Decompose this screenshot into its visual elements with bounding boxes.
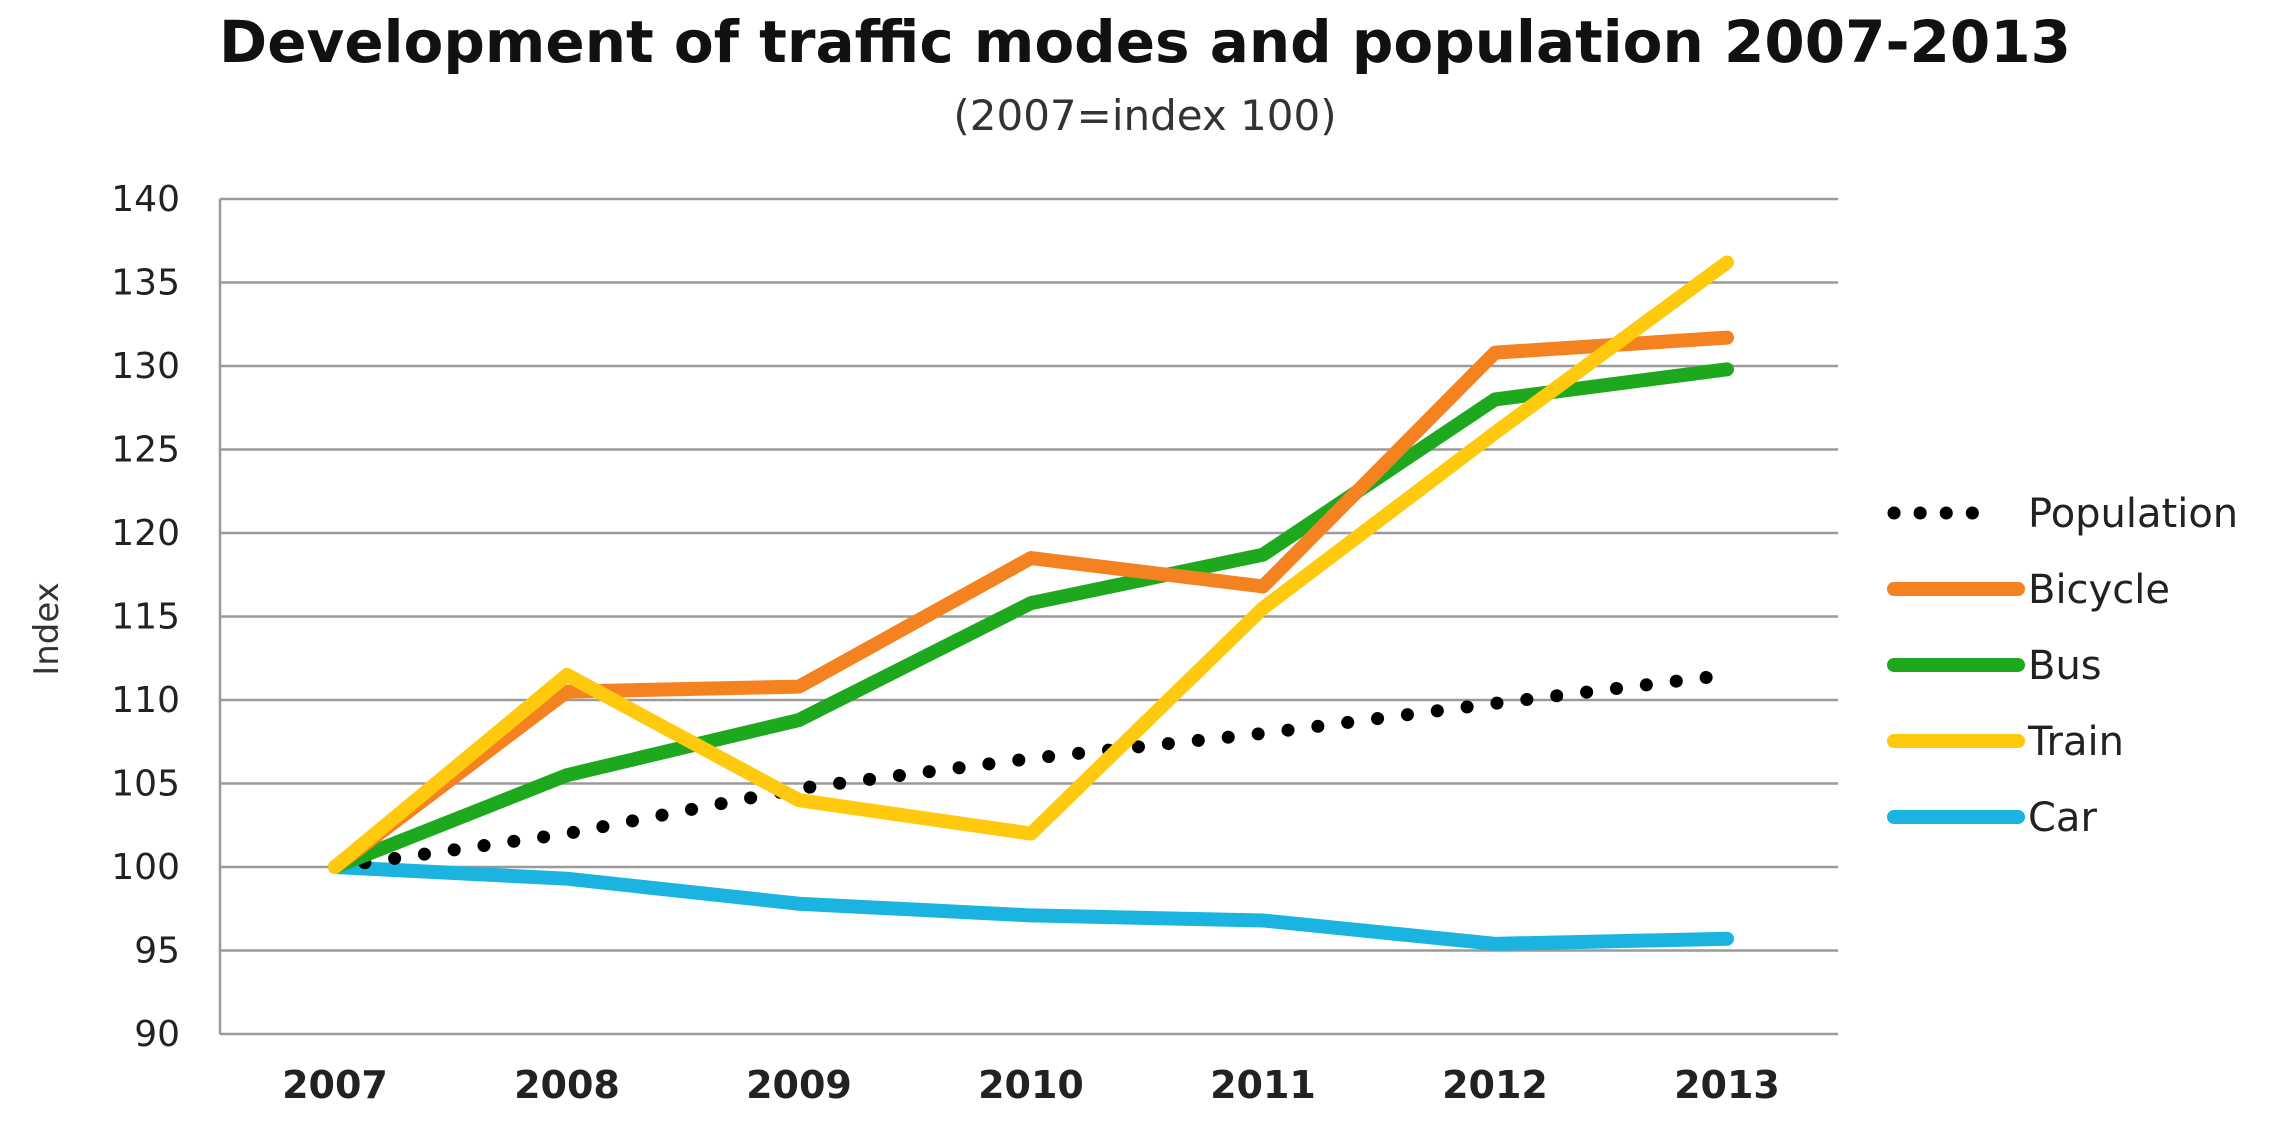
y-tick-label-120: 120: [111, 513, 180, 554]
legend-label-population: Population: [2028, 491, 2238, 537]
legend-label-bicycle: Bicycle: [2028, 567, 2170, 613]
x-tick-label-2009: 2009: [746, 1063, 852, 1107]
y-tick-label-125: 125: [111, 430, 180, 471]
legend-item-population: Population: [1887, 491, 2238, 537]
y-tick-label-140: 140: [111, 179, 180, 220]
y-tick-label-100: 100: [111, 847, 180, 888]
legend-label-train: Train: [2027, 719, 2124, 765]
x-tick-label-2013: 2013: [1674, 1063, 1780, 1107]
chart-title: Development of traffic modes and populat…: [219, 8, 2071, 76]
chart-subtitle: (2007=index 100): [953, 91, 1336, 140]
y-axis-label: Index: [27, 582, 67, 676]
x-tick-label-2010: 2010: [978, 1063, 1084, 1107]
legend-item-bicycle: Bicycle: [1887, 567, 2170, 613]
gridlines: [220, 197, 1838, 1036]
legend-item-bus: Bus: [1887, 643, 2102, 689]
x-tick-labels: 2007 2008 2009 2010 2011 2012 2013: [282, 1063, 1780, 1107]
x-tick-label-2007: 2007: [282, 1063, 388, 1107]
y-tick-label-105: 105: [111, 764, 180, 805]
series-lines: [328, 255, 1734, 951]
series-line-bicycle: [328, 330, 1734, 874]
series-line-population: [328, 668, 1734, 874]
y-tick-label-115: 115: [111, 597, 180, 638]
legend-label-bus: Bus: [2028, 643, 2102, 689]
legend-item-car: Car: [1887, 795, 2097, 841]
series-line-bus: [328, 362, 1734, 874]
x-tick-label-2008: 2008: [514, 1063, 620, 1107]
legend-label-car: Car: [2028, 795, 2097, 841]
series-line-train: [328, 255, 1734, 874]
series-train: [328, 255, 1734, 874]
series-line-car: [328, 860, 1734, 951]
y-tick-label-95: 95: [134, 931, 180, 972]
y-tick-label-135: 135: [111, 263, 180, 304]
legend-item-train: Train: [1887, 719, 2124, 765]
series-car: [328, 860, 1734, 951]
legend: Population Bicycle Bus Train Car: [1887, 491, 2238, 841]
y-tick-label-130: 130: [111, 346, 180, 387]
series-population: [328, 668, 1734, 874]
series-bus: [328, 362, 1734, 874]
y-tick-label-110: 110: [111, 680, 180, 721]
x-tick-label-2012: 2012: [1442, 1063, 1548, 1107]
series-bicycle: [328, 330, 1734, 874]
y-tick-label-90: 90: [134, 1014, 180, 1055]
x-tick-label-2011: 2011: [1210, 1063, 1316, 1107]
y-tick-labels: 90 95 100 105 110 115 120 125 130 135 140: [111, 179, 180, 1055]
